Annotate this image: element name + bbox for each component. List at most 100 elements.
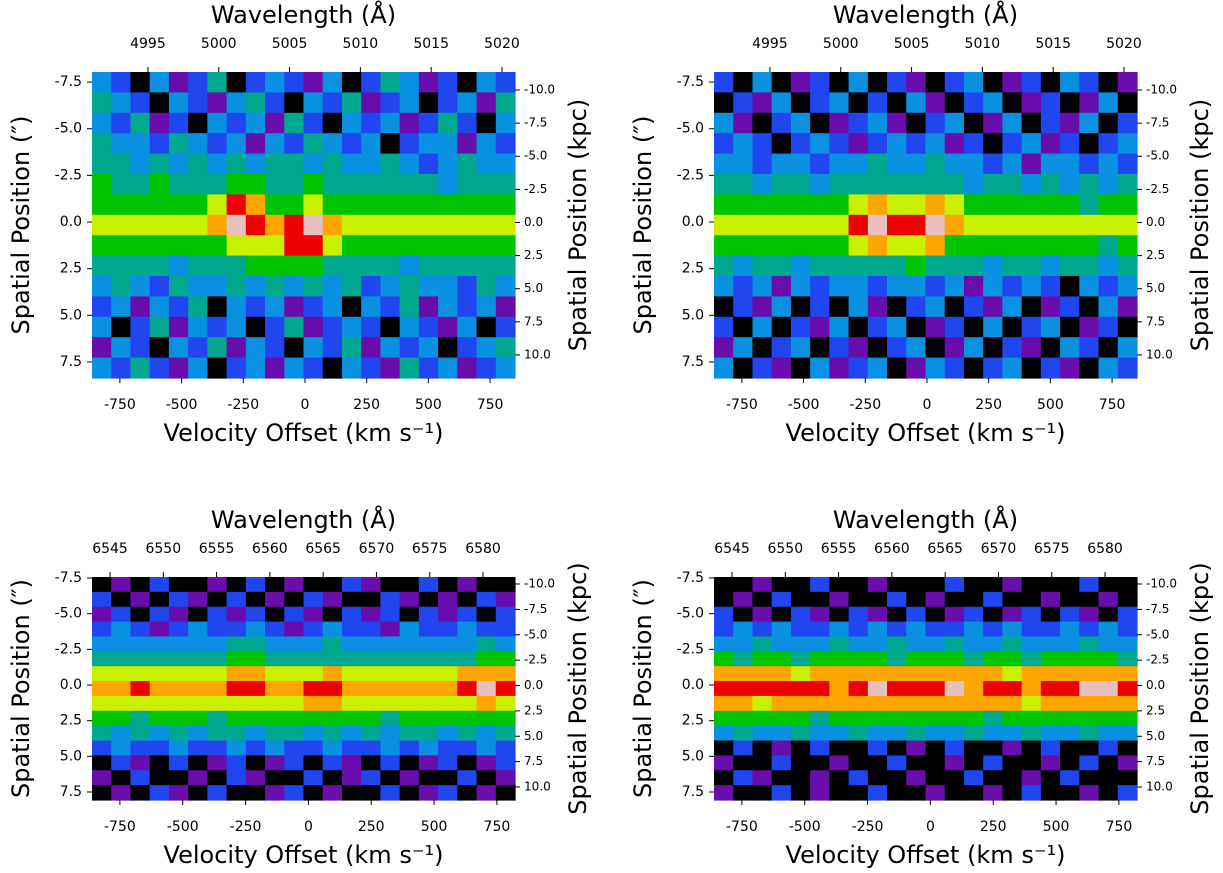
heatmap-cell [322,72,343,93]
heatmap-cell [906,651,927,667]
heatmap-cell [848,337,869,359]
x2-tick-label: 6560 [874,541,910,557]
heatmap-cell [733,133,754,155]
heatmap-cell [226,681,247,697]
heatmap-cell [92,681,112,697]
y2-tick-label: -2.5 [524,182,547,196]
heatmap-cell [476,591,497,608]
heatmap-cell [265,357,285,379]
heatmap-cell [983,651,1004,667]
heatmap-cell [1060,606,1080,623]
heatmap-cell [771,695,792,712]
heatmap-cell [476,606,497,623]
heatmap-cell [418,235,439,257]
heatmap-cell [829,133,850,155]
heatmap-cell [790,710,811,727]
heatmap-cell [1021,296,1042,318]
heatmap-cell [438,695,458,712]
heatmap-cell [771,710,792,727]
heatmap-cell [1040,235,1061,257]
heatmap-cell [303,276,324,297]
heatmap-cell [1021,577,1042,593]
x2-tick-label: 6555 [199,541,235,557]
heatmap-cell [245,591,266,608]
heatmap-cell [92,316,112,338]
heatmap-cell [418,72,439,93]
heatmap-cell [92,621,112,638]
heatmap-cell [149,174,170,195]
y2-tick-label: 7.5 [524,314,543,328]
heatmap-cell [1060,194,1080,216]
heatmap-cell [1060,621,1080,638]
heatmap-cell [495,255,516,277]
heatmap-cell [906,740,927,756]
heatmap-cell [149,92,170,114]
heatmap-cell [418,194,439,216]
heatmap-cell [149,591,170,608]
heatmap-cell [361,666,382,682]
x2-tick-label: 6565 [305,541,341,557]
x-tick-label: 750 [1106,819,1133,835]
heatmap-cell [92,337,112,359]
heatmap-cell [284,621,305,638]
heatmap-cell [149,636,170,652]
heatmap-cell [1060,174,1080,195]
heatmap-cell [188,72,208,93]
heatmap-cell [399,591,420,608]
heatmap-cell [1117,337,1138,359]
heatmap-cell [925,153,946,175]
heatmap-cell [149,651,170,667]
heatmap-cell [1002,194,1023,216]
heatmap-cell [867,153,888,175]
heatmap-cell [848,651,869,667]
heatmap-cell [983,710,1004,727]
heatmap-cell [906,591,927,608]
x2-tick-label: 5010 [343,36,379,52]
y-tick-label: -2.5 [55,167,82,183]
heatmap-cell [438,296,458,318]
panel: -750 -500 -250 0 250 500 750 6545 6550 6555 6560 65… [629,505,1214,869]
x-tick-label: 0 [923,397,932,413]
heatmap-cell [1040,153,1061,175]
heatmap-cell [1040,606,1061,623]
heatmap-cell [188,357,208,379]
heatmap-cell [495,755,516,771]
heatmap-cell [92,725,112,742]
heatmap-cell [944,337,965,359]
heatmap-cell [149,710,170,727]
heatmap-cell [1021,755,1042,771]
heatmap-cell [399,666,420,682]
heatmap-cell [92,72,112,93]
heatmap-cell [265,710,285,727]
heatmap-cell [418,316,439,338]
heatmap-cell [714,621,734,638]
y2-axis-label: Spatial Position (kpc) [564,562,592,814]
heatmap-cell [418,214,439,236]
x-tick-label: -750 [104,819,136,835]
heatmap-cell [168,725,189,742]
heatmap-cell [92,235,112,257]
heatmap-cell [714,740,734,756]
heatmap-cell [207,153,228,175]
heatmap-cell [418,591,439,608]
heatmap-cell [168,695,189,712]
heatmap-cell [130,651,151,667]
heatmap-cell [790,681,811,697]
heatmap-cell [887,174,907,195]
heatmap-cell [341,577,362,593]
heatmap-cell [418,112,439,134]
heatmap-cell [771,621,792,638]
heatmap-cell [983,591,1004,608]
heatmap-cell [341,214,362,236]
heatmap-cell [925,577,946,593]
heatmap-cell [418,337,439,359]
heatmap-cell [245,92,266,114]
x-tick-label: 0 [926,819,935,835]
heatmap-cell [380,725,401,742]
heatmap-cell [1079,710,1100,727]
heatmap-cell [1021,357,1042,379]
heatmap-cell [207,666,228,682]
heatmap-cell [1079,666,1100,682]
heatmap-cell [925,710,946,727]
heatmap-cell [361,296,382,318]
